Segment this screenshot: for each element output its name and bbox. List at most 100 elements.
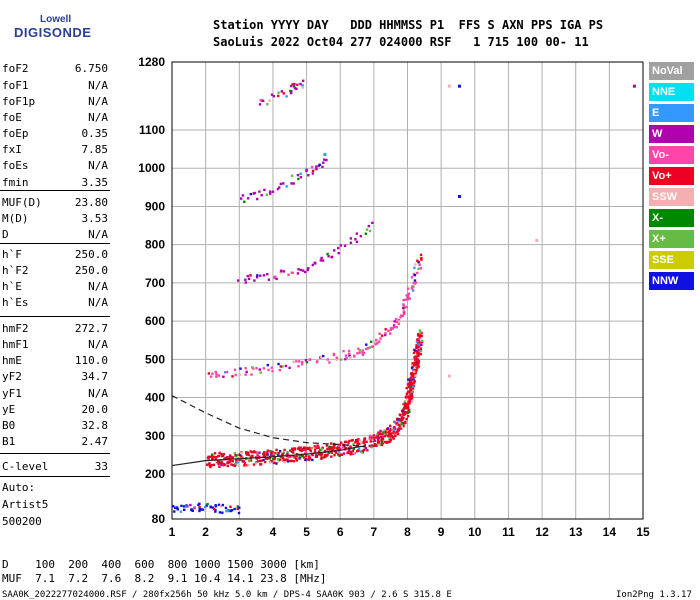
header-line-1: Station YYYY DAY DDD HHMMSS P1 FFS S AXN… bbox=[213, 18, 604, 32]
trace-point bbox=[361, 349, 364, 352]
param-value: N/A bbox=[88, 111, 108, 124]
trace-point bbox=[260, 193, 263, 197]
trace-point bbox=[282, 92, 285, 95]
trace-point bbox=[304, 454, 308, 458]
trace-point bbox=[268, 99, 271, 102]
y-tick-label: 1000 bbox=[138, 161, 165, 175]
trace-point bbox=[193, 507, 196, 510]
trace-point bbox=[370, 444, 374, 447]
trace-point bbox=[405, 386, 408, 390]
trace-point bbox=[373, 443, 377, 446]
param-key: yF2 bbox=[2, 370, 22, 383]
trace-point bbox=[287, 273, 290, 277]
trace-point bbox=[398, 423, 402, 426]
trace-point bbox=[325, 454, 328, 457]
trace-point bbox=[407, 409, 411, 412]
trace-point bbox=[262, 458, 265, 462]
trace-point bbox=[412, 285, 415, 288]
trace-point bbox=[215, 372, 218, 376]
trace-point bbox=[414, 349, 417, 352]
trace-point bbox=[228, 456, 231, 459]
trace-point bbox=[410, 390, 413, 393]
param-key: B0 bbox=[2, 419, 16, 432]
trace-point bbox=[308, 457, 312, 460]
trace-point bbox=[411, 365, 414, 368]
param-row: yF2 34.7 bbox=[2, 370, 108, 385]
trace-point bbox=[404, 396, 408, 399]
trace-point bbox=[408, 400, 411, 403]
trace-point bbox=[411, 372, 414, 375]
trace-point bbox=[396, 432, 400, 436]
trace-point bbox=[275, 448, 278, 452]
trace-point bbox=[208, 464, 211, 467]
trace-point bbox=[395, 320, 399, 324]
param-key: fmin bbox=[2, 176, 29, 189]
trace-point bbox=[395, 421, 399, 425]
trace-point bbox=[214, 370, 217, 374]
legend-item: X- bbox=[649, 209, 694, 227]
trace-point bbox=[326, 447, 329, 450]
param-key: h`F bbox=[2, 248, 22, 261]
version-label: Ion2Png 1.3.17 bbox=[616, 590, 692, 600]
trace-point bbox=[229, 459, 232, 462]
trace-point bbox=[416, 358, 419, 362]
trace-point bbox=[286, 450, 289, 454]
trace-point bbox=[230, 509, 234, 512]
trace-point bbox=[409, 388, 413, 392]
trace-point bbox=[179, 510, 183, 513]
trace-point bbox=[395, 431, 398, 434]
trace-point bbox=[398, 418, 402, 422]
param-row: B1 2.47 bbox=[2, 435, 108, 450]
trace-point bbox=[378, 340, 381, 343]
trace-point bbox=[389, 428, 393, 431]
trace-point bbox=[270, 451, 273, 454]
y-tick-label: 300 bbox=[145, 429, 165, 443]
y-tick-label: 200 bbox=[145, 467, 165, 481]
trace-point bbox=[216, 460, 219, 464]
trace-point bbox=[289, 449, 292, 452]
trace-point bbox=[296, 272, 300, 275]
trace-point bbox=[409, 372, 413, 375]
legend-item: SSE bbox=[649, 251, 694, 269]
param-row: h`F2 250.0 bbox=[2, 264, 108, 279]
trace-point bbox=[417, 361, 420, 365]
trace-point bbox=[184, 505, 188, 508]
trace-point bbox=[233, 507, 236, 511]
trace-point bbox=[419, 352, 422, 356]
trace-point bbox=[292, 85, 296, 88]
trace-point bbox=[236, 505, 240, 508]
trace-point bbox=[322, 354, 325, 358]
trace-point bbox=[237, 464, 241, 467]
trace-point bbox=[315, 453, 318, 456]
trace-point bbox=[418, 263, 421, 266]
trace-point bbox=[339, 441, 343, 444]
separator bbox=[0, 243, 110, 244]
trace-point bbox=[198, 505, 201, 509]
trace-point bbox=[234, 459, 238, 462]
param-key: h`E bbox=[2, 280, 22, 293]
trace-point bbox=[328, 361, 331, 364]
trace-point bbox=[243, 462, 247, 465]
trace-point bbox=[204, 509, 207, 512]
trace-point bbox=[290, 459, 293, 463]
trace-point bbox=[342, 452, 346, 455]
trace-point bbox=[261, 99, 265, 102]
trace-point bbox=[296, 447, 300, 450]
trace-point bbox=[228, 455, 232, 458]
trace-point bbox=[302, 456, 306, 459]
trace-point bbox=[395, 418, 399, 421]
trace-point bbox=[418, 336, 421, 339]
trace-point bbox=[417, 267, 420, 271]
trace-point bbox=[203, 506, 207, 509]
trace-point bbox=[380, 432, 384, 435]
trace-point bbox=[289, 455, 292, 458]
trace-point bbox=[237, 459, 240, 462]
trace-point bbox=[419, 347, 423, 350]
trace-point bbox=[263, 460, 267, 464]
trace-point bbox=[397, 418, 401, 421]
trace-point bbox=[404, 421, 407, 425]
trace-point bbox=[347, 349, 351, 353]
trace-point bbox=[182, 505, 186, 508]
trace-point bbox=[383, 434, 387, 438]
trace-point bbox=[395, 317, 398, 321]
